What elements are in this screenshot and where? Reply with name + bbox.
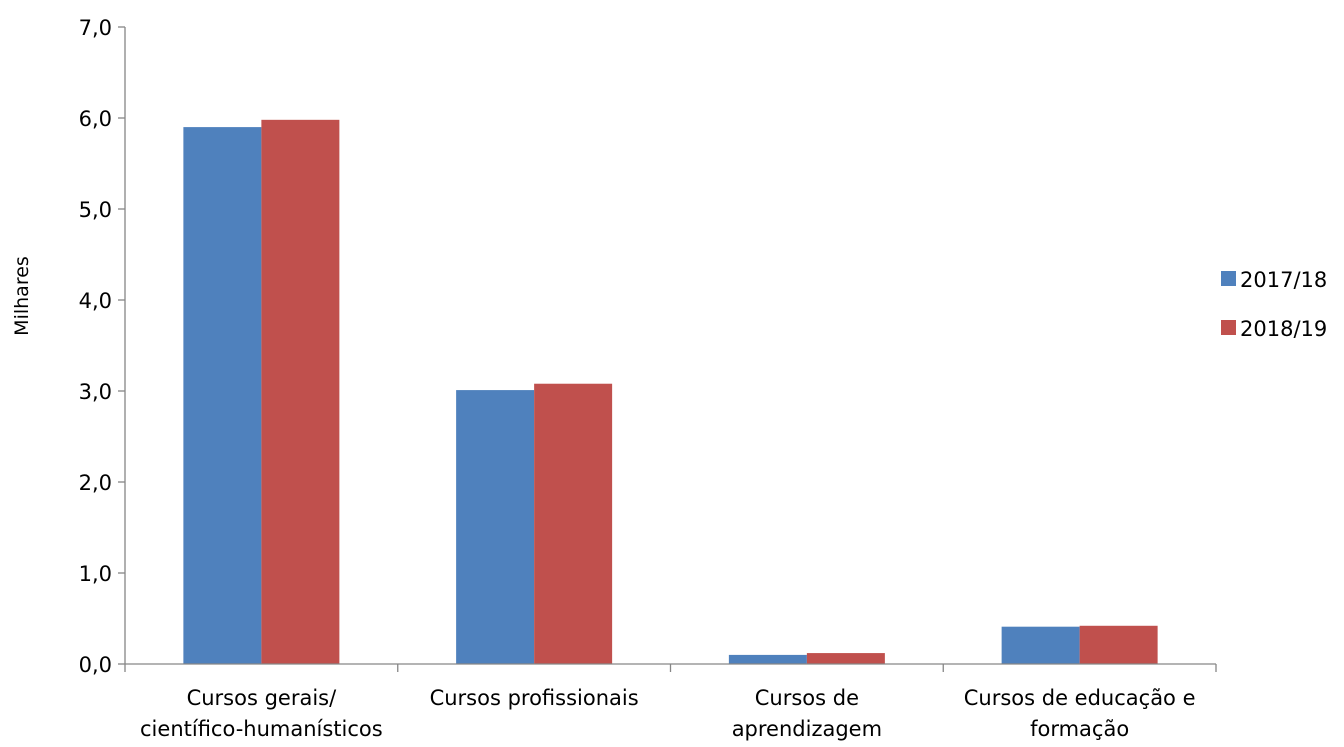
y-tick-label: 3,0 xyxy=(79,380,112,404)
y-tick-label: 7,0 xyxy=(79,16,112,40)
bar-2017-18-0 xyxy=(183,127,262,665)
bars-group xyxy=(183,119,1158,665)
y-axis: 0,0 1,0 2,0 3,0 4,0 5,0 6,0 7,0 xyxy=(79,16,126,677)
bar-2017-18-3 xyxy=(1001,626,1080,664)
legend-swatch xyxy=(1221,320,1236,335)
y-tick-label: 1,0 xyxy=(79,562,112,586)
x-category-label: Cursos profissionais xyxy=(430,686,639,710)
legend: 2017/18 2018/19 xyxy=(1221,268,1327,341)
legend-swatch xyxy=(1221,271,1236,286)
bar-2018-19-2 xyxy=(806,653,885,664)
bar-2017-18-1 xyxy=(456,390,535,664)
x-category-label: Cursos de xyxy=(755,686,859,710)
x-category-label: formação xyxy=(1030,717,1129,741)
x-axis: Cursos gerais/científico-humanísticos Cur… xyxy=(124,663,1217,741)
bar-2018-19-1 xyxy=(534,383,613,664)
bar-2018-19-3 xyxy=(1079,625,1158,664)
bar-2018-19-0 xyxy=(261,119,340,664)
bar-2017-18-2 xyxy=(728,654,807,664)
legend-label: 2017/18 xyxy=(1240,268,1327,292)
x-category-label: aprendizagem xyxy=(732,717,882,741)
y-axis-label: Milhares xyxy=(11,256,33,336)
x-category-label: Cursos de educação e xyxy=(964,686,1196,710)
legend-label: 2018/19 xyxy=(1240,317,1327,341)
y-tick-label: 2,0 xyxy=(79,471,112,495)
x-category-label: científico-humanísticos xyxy=(140,717,383,741)
y-tick-label: 6,0 xyxy=(79,107,112,131)
y-tick-label: 5,0 xyxy=(79,198,112,222)
x-category-label: Cursos gerais/ xyxy=(187,686,338,710)
y-tick-label: 4,0 xyxy=(79,289,112,313)
y-tick-label: 0,0 xyxy=(79,653,112,677)
